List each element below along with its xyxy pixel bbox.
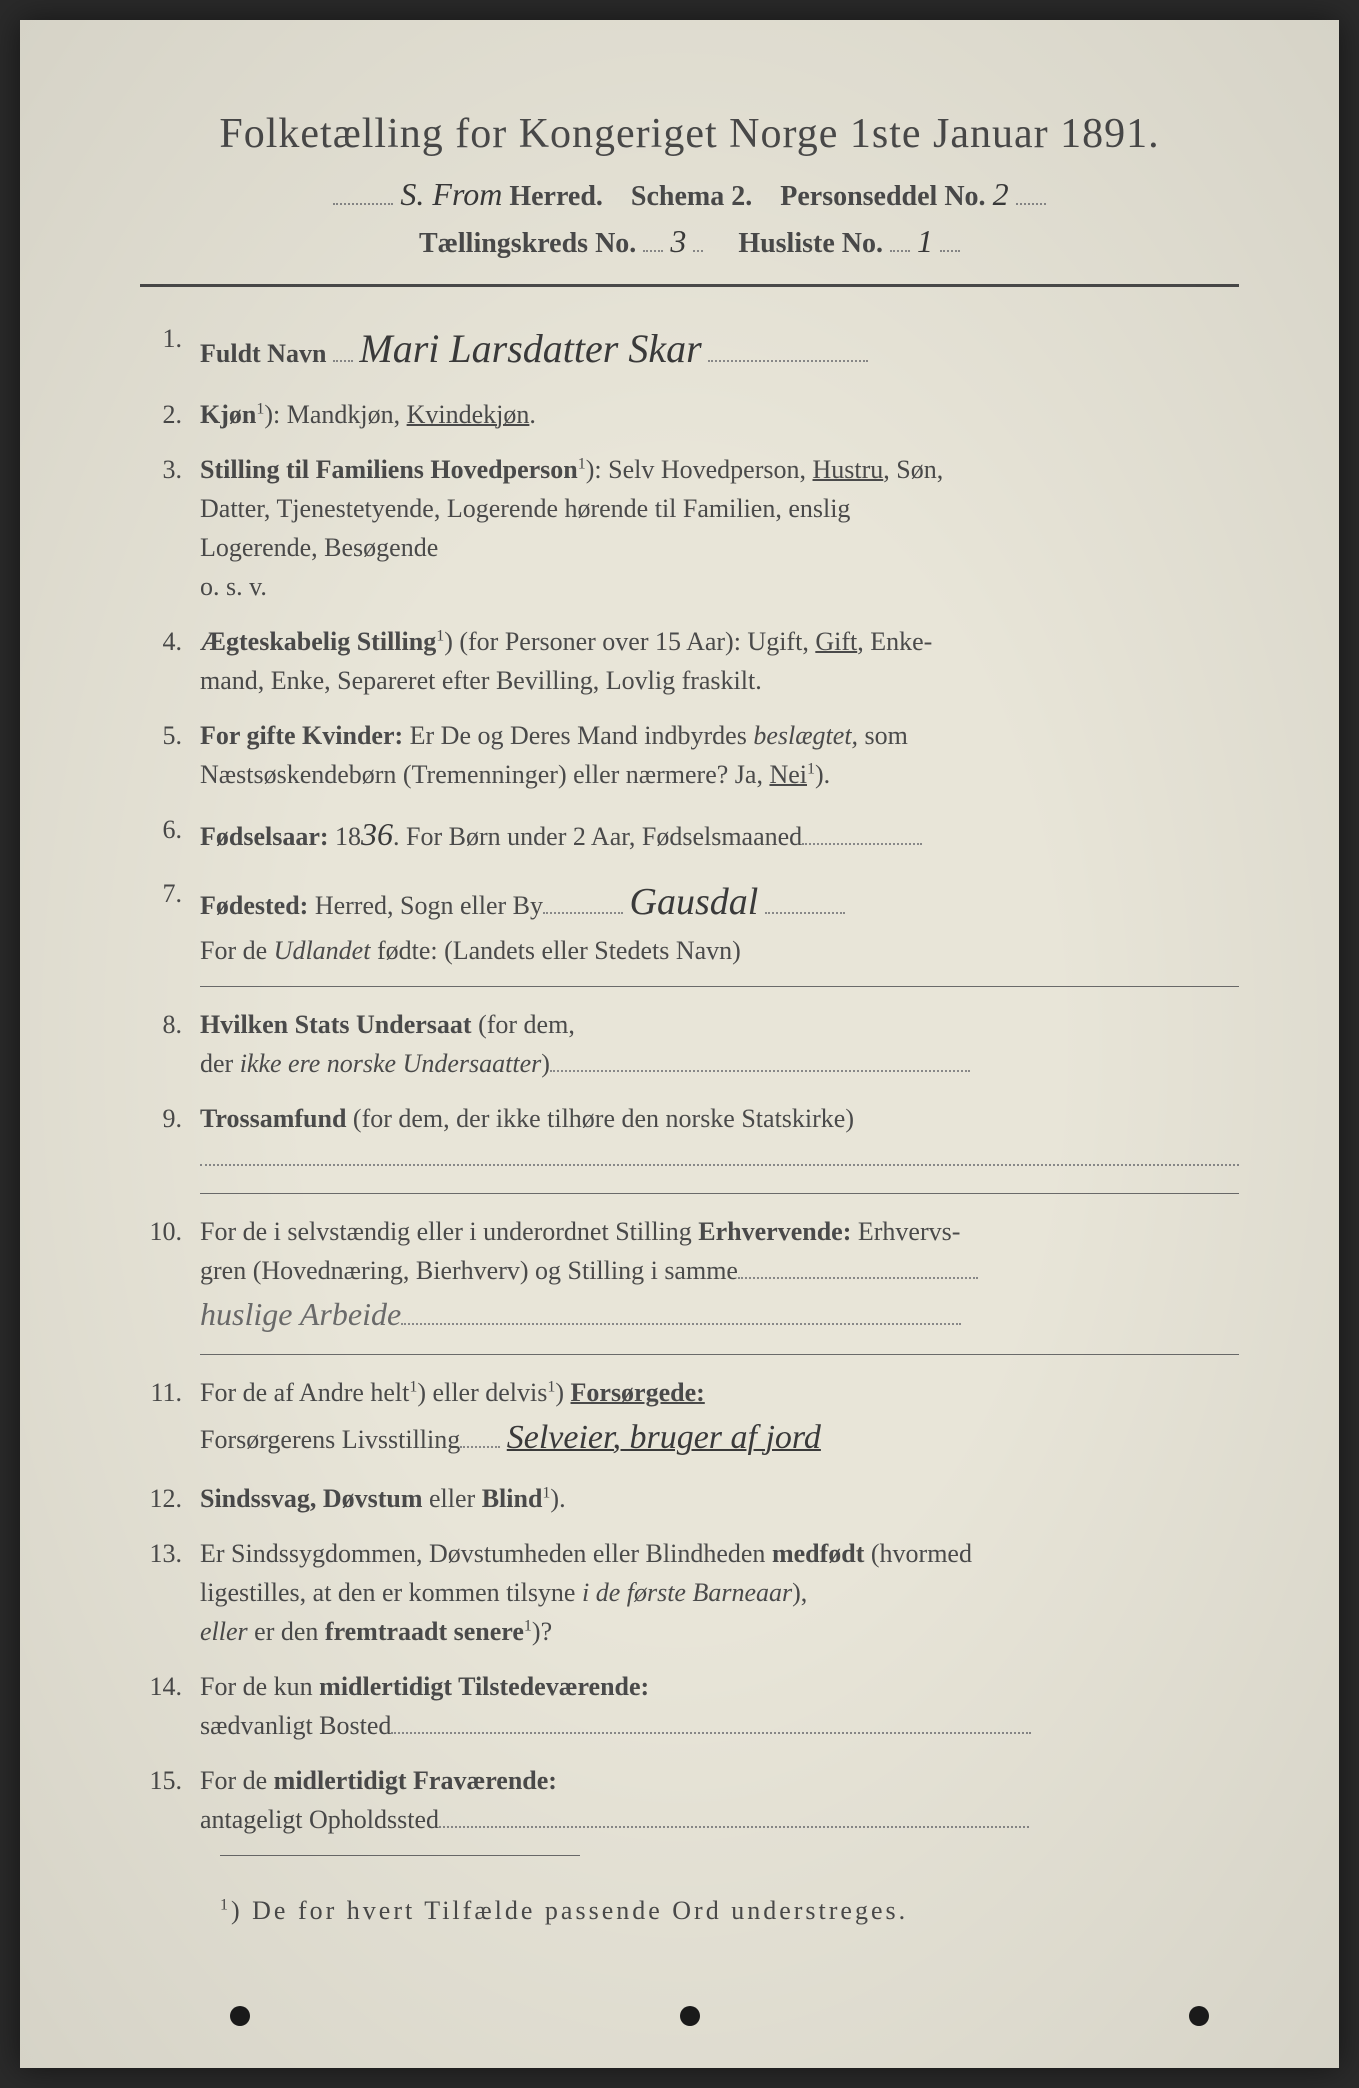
field-num: 9. xyxy=(140,1099,200,1138)
husliste-label: Husliste No. xyxy=(738,228,883,259)
kreds-label: Tællingskreds No. xyxy=(419,228,636,259)
field-num: 11. xyxy=(140,1373,200,1412)
field-num: 13. xyxy=(140,1534,200,1573)
fodested-value: Gausdal xyxy=(630,881,759,923)
field-num: 14. xyxy=(140,1667,200,1706)
main-divider xyxy=(140,284,1239,287)
field-num: 15. xyxy=(140,1761,200,1800)
stilling-selected: Hustru xyxy=(813,455,884,484)
fodselsaar-value: 36 xyxy=(361,816,393,852)
field-label: Fødselsaar: xyxy=(200,822,329,851)
field-3: 3. Stilling til Familiens Hovedperson1):… xyxy=(140,450,1239,606)
field-label: Sindssvag, Døvstum xyxy=(200,1484,423,1513)
field-10: 10. For de i selvstændig eller i underor… xyxy=(140,1212,1239,1338)
field-label: Ægteskabelig Stilling xyxy=(200,627,436,656)
personseddel-label: Personseddel No. xyxy=(780,181,985,212)
field-num: 6. xyxy=(140,810,200,849)
field-num: 7. xyxy=(140,874,200,913)
section-divider xyxy=(200,1354,1239,1355)
personseddel-no: 2 xyxy=(993,176,1009,212)
field-8: 8. Hvilken Stats Undersaat (for dem, der… xyxy=(140,1005,1239,1083)
field-5: 5. For gifte Kvinder: Er De og Deres Man… xyxy=(140,716,1239,794)
herred-value: S. From xyxy=(400,176,502,212)
field-7: 7. Fødested: Herred, Sogn eller By Gausd… xyxy=(140,874,1239,970)
field-num: 5. xyxy=(140,716,200,755)
field-num: 12. xyxy=(140,1479,200,1518)
field-label: Kjøn xyxy=(200,400,256,429)
fuldt-navn-value: Mari Larsdatter Skar xyxy=(359,326,701,371)
beslaegtet-selected: Nei xyxy=(769,760,807,789)
binding-hole xyxy=(1189,2006,1209,2026)
field-num: 2. xyxy=(140,395,200,434)
page-title: Folketælling for Kongeriget Norge 1ste J… xyxy=(140,110,1239,158)
field-6: 6. Fødselsaar: 1836. For Børn under 2 Aa… xyxy=(140,810,1239,858)
herred-label: Herred. xyxy=(509,181,603,212)
field-14: 14. For de kun midlertidigt Tilstedevære… xyxy=(140,1667,1239,1745)
binding-hole xyxy=(680,2006,700,2026)
field-4: 4. Ægteskabelig Stilling1) (for Personer… xyxy=(140,622,1239,700)
field-2: 2. Kjøn1): Mandkjøn, Kvindekjøn. xyxy=(140,395,1239,434)
field-label: Trossamfund xyxy=(200,1104,346,1133)
field-num: 4. xyxy=(140,622,200,661)
erhverv-value: huslige Arbeide xyxy=(200,1296,401,1332)
section-divider xyxy=(200,986,1239,987)
field-9: 9. Trossamfund (for dem, der ikke tilhør… xyxy=(140,1099,1239,1177)
footnote: 1) De for hvert Tilfælde passende Ord un… xyxy=(140,1896,1239,1926)
aegteskab-selected: Gift xyxy=(815,627,857,656)
header-line-2: Tællingskreds No. 3 Husliste No. 1 xyxy=(140,223,1239,260)
husliste-no: 1 xyxy=(917,223,933,259)
forsorger-value: Selveier, bruger af jord xyxy=(507,1419,821,1456)
field-12: 12. Sindssvag, Døvstum eller Blind1). xyxy=(140,1479,1239,1518)
census-form-page: Folketælling for Kongeriget Norge 1ste J… xyxy=(20,20,1339,2068)
kreds-no: 3 xyxy=(670,223,686,259)
field-label: Fødested: xyxy=(200,891,308,920)
field-label: For gifte Kvinder: xyxy=(200,721,403,750)
field-num: 8. xyxy=(140,1005,200,1044)
field-label: Stilling til Familiens Hovedperson xyxy=(200,455,578,484)
field-1: 1. Fuldt Navn Mari Larsdatter Skar xyxy=(140,319,1239,379)
field-11: 11. For de af Andre helt1) eller delvis1… xyxy=(140,1373,1239,1463)
field-label: Fuldt Navn xyxy=(200,339,326,368)
field-15: 15. For de midlertidigt Fraværende: anta… xyxy=(140,1761,1239,1839)
schema-label: Schema 2. xyxy=(631,181,752,212)
footnote-divider xyxy=(220,1855,580,1856)
field-13: 13. Er Sindssygdommen, Døvstumheden elle… xyxy=(140,1534,1239,1651)
field-num: 3. xyxy=(140,450,200,489)
kjon-selected: Kvindekjøn xyxy=(407,400,530,429)
section-divider xyxy=(200,1193,1239,1194)
header-line-1: S. From Herred. Schema 2. Personseddel N… xyxy=(140,176,1239,213)
field-num: 10. xyxy=(140,1212,200,1251)
field-num: 1. xyxy=(140,319,200,358)
binding-hole xyxy=(230,2006,250,2026)
